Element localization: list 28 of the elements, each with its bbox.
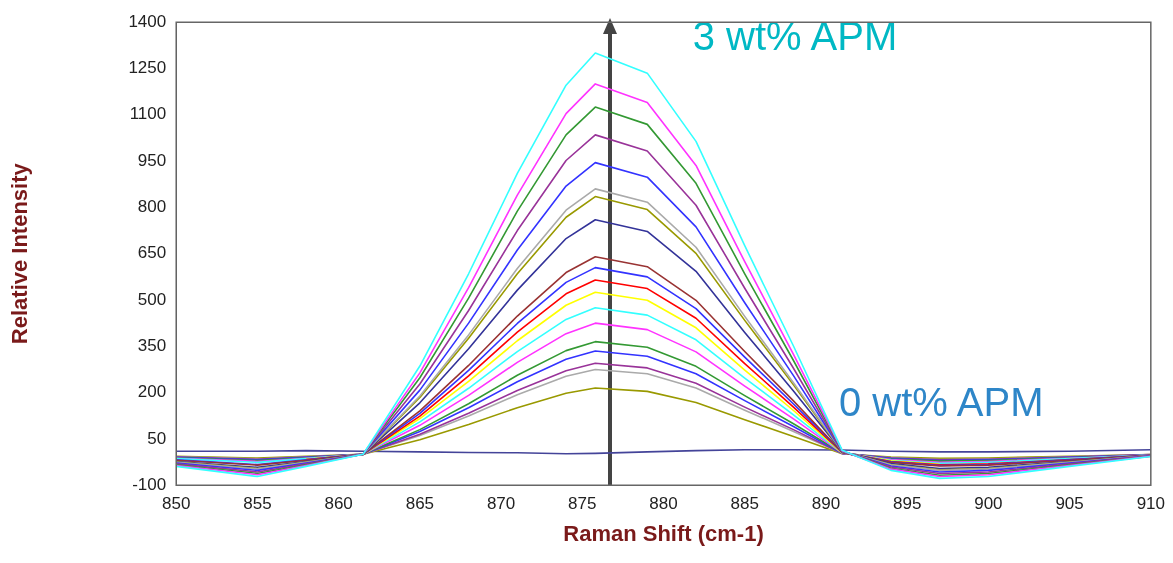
- y-tick-label: 650: [137, 243, 167, 263]
- x-tick-label: 900: [974, 494, 1003, 514]
- x-tick-label: 890: [811, 494, 841, 514]
- y-axis-title: Relative Intensity: [7, 162, 33, 345]
- x-axis-title: Raman Shift (cm-1): [563, 520, 764, 546]
- x-tick-label: 905: [1055, 494, 1084, 514]
- y-tick-label: 950: [137, 150, 167, 170]
- y-tick-label: 200: [137, 382, 167, 402]
- y-tick-label: 350: [137, 335, 167, 355]
- y-tick-label: -100: [132, 474, 167, 494]
- x-tick-label: 865: [405, 494, 435, 514]
- annotation: 0 wt% APM: [838, 379, 1044, 424]
- x-tick-label: 910: [1136, 494, 1166, 514]
- x-tick-label: 875: [568, 494, 597, 514]
- x-tick-label: 870: [486, 494, 516, 514]
- y-tick-label: 800: [137, 197, 167, 217]
- x-tick-label: 885: [730, 494, 759, 514]
- x-tick-label: 860: [324, 494, 353, 514]
- y-tick-label: 500: [137, 289, 167, 309]
- y-tick-label: 1100: [129, 104, 167, 124]
- annotation: 3 wt% APM: [692, 14, 898, 59]
- y-tick-label: 1400: [128, 11, 167, 31]
- y-tick-label: 1250: [128, 58, 167, 78]
- y-tick-label: 50: [147, 428, 167, 448]
- x-tick-label: 855: [243, 494, 272, 514]
- x-tick-label: 895: [892, 494, 922, 514]
- x-tick-label: 850: [162, 494, 191, 514]
- x-tick-label: 880: [649, 494, 678, 514]
